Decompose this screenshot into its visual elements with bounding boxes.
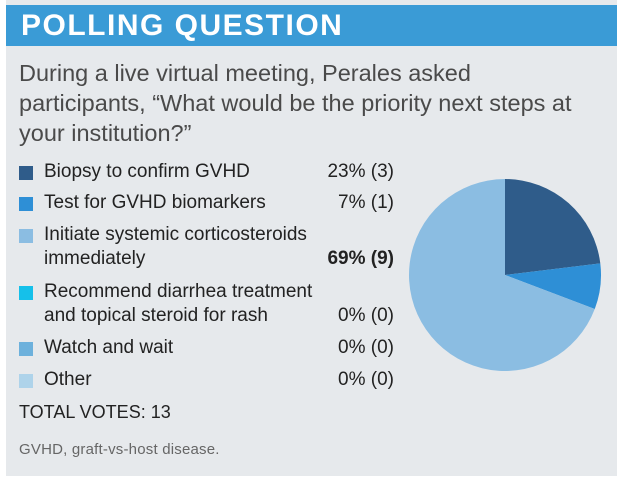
poll-option-diarrhea: Recommend diarrhea treatment and topical… <box>19 280 404 328</box>
poll-option-watch: Watch and wait 0% (0) <box>19 336 404 360</box>
poll-option-biomarkers: Test for GVHD biomarkers 7% (1) <box>19 191 404 215</box>
legend-swatch <box>19 229 33 243</box>
pie-chart <box>409 179 601 371</box>
poll-option-biopsy: Biopsy to confirm GVHD 23% (3) <box>19 160 404 184</box>
pie-slice-1 <box>505 179 601 275</box>
footnote: GVHD, graft-vs-host disease. <box>19 441 220 458</box>
option-label: Other <box>44 369 92 390</box>
legend-swatch <box>19 342 33 356</box>
option-value: 0% (0) <box>338 337 394 358</box>
option-label: Watch and wait <box>44 337 174 358</box>
option-value: 0% (0) <box>338 305 394 326</box>
poll-title: POLLING QUESTION <box>21 9 344 42</box>
total-votes: TOTAL VOTES: 13 <box>19 402 171 422</box>
option-label: Biopsy to confirm GVHD <box>44 161 250 182</box>
legend-swatch <box>19 286 33 300</box>
option-label: Recommend diarrhea treatment and topical… <box>44 281 313 326</box>
legend-swatch <box>19 374 33 388</box>
legend-swatch <box>19 197 33 211</box>
poll-option-corticosteroids: Initiate systemic corticosteroids immedi… <box>19 223 404 271</box>
option-value: 0% (0) <box>338 369 394 390</box>
option-value: 69% (9) <box>327 248 394 269</box>
poll-header: POLLING QUESTION <box>6 5 617 46</box>
poll-option-other: Other 0% (0) <box>19 368 404 392</box>
option-label: Test for GVHD biomarkers <box>44 192 266 213</box>
pie-slice-3 <box>409 179 595 371</box>
option-label: Initiate systemic corticosteroids immedi… <box>44 224 307 269</box>
legend-swatch <box>19 166 33 180</box>
poll-question: During a live virtual meeting, Perales a… <box>19 60 572 146</box>
pie-slice-2 <box>505 263 601 310</box>
option-value: 7% (1) <box>338 192 394 213</box>
option-value: 23% (3) <box>327 161 394 182</box>
